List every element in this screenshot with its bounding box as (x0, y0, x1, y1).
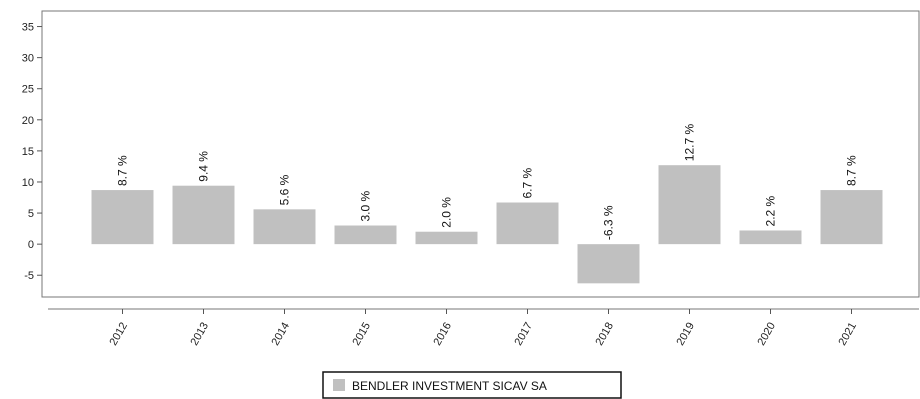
y-tick-label: 25 (22, 84, 34, 96)
x-tick-label-2014: 2014 (269, 321, 292, 348)
bar-2016 (415, 231, 478, 245)
bar-2015 (334, 225, 397, 245)
y-tick-label: -5 (24, 270, 34, 282)
legend-label: BENDLER INVESTMENT SICAV SA (352, 379, 547, 393)
data-label-2015: 3.0 % (359, 190, 373, 221)
bar-2012 (91, 190, 154, 245)
x-tick-label-2018: 2018 (593, 321, 616, 348)
bar-2014 (253, 209, 316, 245)
y-tick-label: 15 (22, 146, 34, 158)
bars (91, 165, 883, 284)
legend-swatch (333, 379, 345, 391)
y-tick-label: 0 (28, 239, 34, 251)
bar-2020 (739, 230, 802, 245)
bar-2013 (172, 185, 235, 245)
x-tick-label-2021: 2021 (836, 321, 859, 348)
x-axis: 2012 2013 2014 2015 2016 2017 2018 2019 2020 2021 (48, 308, 919, 348)
bar-2017 (496, 202, 559, 245)
x-tick-label-2013: 2013 (188, 321, 211, 348)
data-label-2016: 2.0 % (440, 197, 454, 228)
legend-box (322, 371, 622, 399)
y-tick-label: 35 (22, 22, 34, 34)
data-label-2020: 2.2 % (764, 195, 778, 226)
x-tick-label-2012: 2012 (107, 321, 130, 348)
plot-frame (41, 10, 920, 298)
data-label-2019: 12.7 % (683, 124, 697, 162)
data-label-2017: 6.7 % (521, 167, 535, 198)
data-label-2012: 8.7 % (116, 155, 130, 186)
x-tick-label-2017: 2017 (512, 321, 535, 348)
data-labels: 8.7 % 9.4 % 5.6 % 3.0 % 2.0 % 6.7 % -6.3 % 12.7… (116, 124, 859, 241)
y-tick-label: 5 (28, 208, 34, 220)
data-label-2014: 5.6 % (278, 174, 292, 205)
y-axis: -5 0 5 10 15 20 25 30 35 (22, 10, 920, 298)
bar-2019 (658, 165, 721, 245)
y-tick-label: 20 (22, 115, 34, 127)
data-label-2013: 9.4 % (197, 151, 211, 182)
data-label-2018: -6.3 % (602, 205, 616, 240)
x-tick-label-2015: 2015 (350, 321, 373, 348)
y-tick-label: 30 (22, 53, 34, 65)
legend: BENDLER INVESTMENT SICAV SA (322, 371, 622, 399)
data-label-2021: 8.7 % (845, 155, 859, 186)
bar-2021 (820, 190, 883, 245)
x-tick-label-2020: 2020 (755, 321, 778, 348)
x-tick-label-2016: 2016 (431, 321, 454, 348)
bar-2018 (577, 244, 640, 284)
x-tick-label-2019: 2019 (674, 321, 697, 348)
y-tick-label: 10 (22, 177, 34, 189)
